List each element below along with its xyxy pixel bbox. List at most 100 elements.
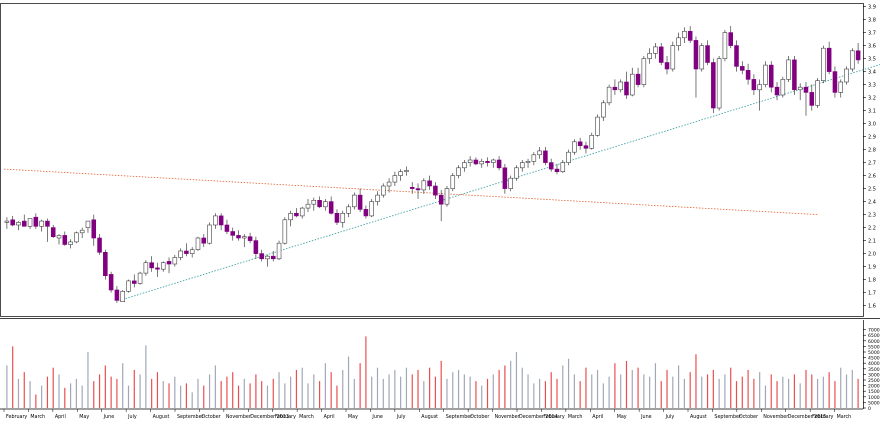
candle-down (625, 82, 629, 95)
trendline-1 (4, 169, 818, 215)
price-tick-label: 1.7 (868, 291, 876, 297)
candle-up (723, 33, 727, 59)
candle-down (63, 235, 67, 244)
candle-down (729, 33, 733, 46)
x-tick-label: August (153, 414, 170, 420)
price-frame (1, 4, 864, 317)
x-tick-label: June (103, 414, 114, 420)
price-tick-label: 3.6 (868, 44, 876, 50)
candle-down (219, 216, 223, 225)
candle-down (98, 238, 102, 252)
volume-tick-label: 40000 (868, 361, 880, 367)
candle-down (752, 79, 756, 89)
candle-down (318, 200, 322, 207)
candle-down (856, 51, 860, 60)
candle-up (404, 170, 408, 171)
candle-up (758, 85, 762, 90)
candle-up (607, 87, 611, 103)
candle-down (329, 202, 333, 214)
candle-down (543, 151, 547, 163)
candle-down (150, 263, 154, 268)
price-tick-label: 3.4 (868, 70, 876, 76)
price-tick-label: 2.1 (868, 239, 876, 245)
price-tick-label: 2.9 (868, 135, 876, 141)
candle-down (578, 142, 582, 146)
candle-down (433, 186, 437, 195)
x-tick-label: November (763, 414, 788, 420)
candle-up (642, 59, 646, 85)
candle-down (294, 213, 298, 216)
candle-down (636, 74, 640, 84)
candle-down (109, 274, 113, 290)
price-tick-label: 2.4 (868, 200, 876, 206)
candle-up (491, 160, 495, 163)
volume-panel: 0500010000150002000025000300003500040000… (7, 320, 880, 412)
candle-down (769, 65, 773, 87)
price-tick-label: 2.0 (868, 252, 876, 258)
candle-up (381, 186, 385, 195)
x-tick-label: February (812, 414, 833, 420)
candle-down (740, 66, 744, 70)
candle-down (237, 235, 241, 238)
candle-down (735, 46, 739, 67)
candle-up (399, 172, 403, 176)
volume-tick-label: 70000 (868, 328, 880, 334)
candle-up (179, 251, 183, 258)
candle-up (717, 59, 721, 108)
candle-down (428, 181, 432, 186)
candle-up (69, 242, 73, 245)
candle-up (86, 221, 90, 228)
candle-up (567, 152, 571, 162)
candle-down (184, 251, 188, 254)
price-tick-label: 1.8 (868, 278, 876, 284)
candle-down (202, 238, 206, 243)
candle-up (781, 79, 785, 95)
candle-up (457, 168, 461, 176)
candle-down (115, 290, 119, 300)
volume-tick-label: 5000 (868, 400, 880, 406)
candle-up (127, 281, 131, 291)
candle-up (839, 82, 843, 92)
candle-up (526, 161, 530, 162)
x-tick-label: July (396, 414, 406, 420)
price-tick-label: 2.7 (868, 161, 876, 167)
candle-down (132, 281, 136, 284)
candle-up (700, 46, 704, 69)
x-tick-label: April (55, 414, 66, 420)
candle-down (416, 189, 420, 190)
candle-down (665, 63, 669, 70)
candle-up (393, 176, 397, 183)
candle-down (45, 221, 49, 226)
candle-up (161, 263, 165, 270)
price-tick-label: 2.2 (868, 226, 876, 232)
x-tick-label: June (371, 414, 382, 420)
volume-tick-label: 65000 (868, 333, 880, 339)
x-tick-label: April (592, 414, 603, 420)
candle-up (213, 216, 217, 225)
price-tick-label: 2.5 (868, 187, 876, 193)
candle-up (242, 237, 246, 238)
candle-up (347, 207, 351, 214)
candle-up (28, 219, 32, 227)
candle-down (792, 60, 796, 90)
candle-up (561, 163, 565, 172)
candle-up (445, 189, 449, 205)
x-tick-label: May (79, 414, 89, 420)
candle-up (787, 60, 791, 80)
candle-down (694, 40, 698, 69)
candle-down (92, 220, 96, 238)
candle-up (619, 82, 623, 90)
candle-up (538, 151, 542, 155)
candle-up (289, 213, 293, 220)
x-tick-label: May (617, 414, 627, 420)
volume-tick-label: 30000 (868, 372, 880, 378)
candle-down (103, 252, 107, 275)
candle-down (34, 217, 38, 226)
price-tick-label: 2.6 (868, 174, 876, 180)
candle-down (155, 268, 159, 269)
candle-down (364, 209, 368, 216)
candle-up (80, 230, 84, 233)
candle-down (225, 225, 229, 232)
x-tick-label: August (421, 414, 438, 420)
candle-down (746, 70, 750, 79)
